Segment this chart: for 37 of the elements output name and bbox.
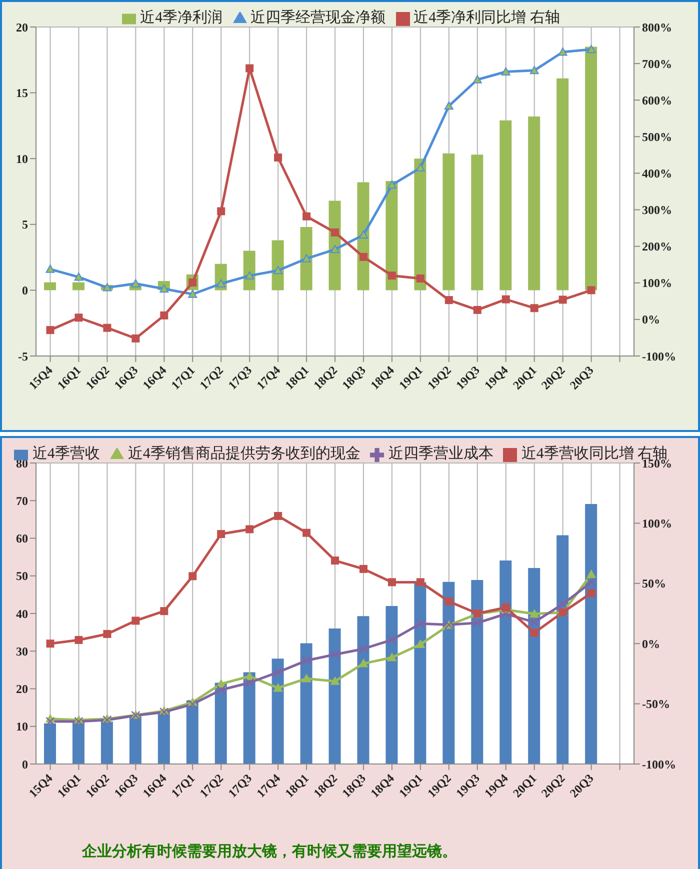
text: 企业分析有时候需要用放大镜，有时候又需要用望远镜。: [81, 842, 458, 862]
legend-label: 近四季经营现金净额: [250, 10, 386, 26]
y2-tick-label: 100%: [642, 516, 672, 530]
y-tick-label: 50: [16, 569, 28, 584]
y-tick-label: 30: [16, 644, 28, 658]
y2-tick-label: 0%: [642, 636, 660, 651]
y2-tick-label: -100%: [642, 757, 676, 772]
y2-tick-label: 0%: [642, 312, 660, 327]
y-tick-label: 0: [22, 283, 28, 298]
y-tick-label: 15: [16, 86, 28, 100]
y2-tick-label: 800%: [642, 20, 672, 34]
y2-tick-label: 500%: [642, 130, 672, 144]
legend-label: 近4季营收: [32, 446, 100, 462]
y-tick-label: 10: [16, 720, 28, 734]
y2-tick-label: 200%: [642, 240, 672, 254]
y-tick-label: 40: [16, 606, 28, 621]
y2-tick-label: -100%: [642, 349, 676, 364]
y2-tick-label: 50%: [642, 576, 666, 591]
y-tick-label: 20: [16, 682, 28, 696]
y-tick-label: -5: [18, 349, 28, 364]
y2-tick-label: 100%: [642, 276, 672, 290]
legend-label: 近4季净利同比增 右轴: [414, 10, 560, 26]
legend-label: 近4季销售商品提供劳务收到的现金: [128, 446, 360, 462]
y-tick-label: 60: [16, 532, 28, 546]
y-tick-label: 80: [16, 456, 28, 470]
y-tick-label: 10: [16, 152, 28, 166]
y2-tick-label: 300%: [642, 203, 672, 218]
y-tick-label: 0: [22, 757, 28, 772]
y2-tick-label: 400%: [642, 166, 672, 180]
y-tick-label: 70: [16, 494, 28, 508]
legend-label: 近4季净利润: [140, 10, 223, 26]
y-tick-label: 20: [16, 20, 28, 34]
y2-tick-label: 700%: [642, 56, 672, 71]
y2-tick-label: -50%: [642, 697, 670, 712]
y2-tick-label: 600%: [642, 93, 672, 108]
y-tick-label: 5: [22, 218, 28, 232]
legend-label: 近四季营业成本: [388, 446, 494, 462]
